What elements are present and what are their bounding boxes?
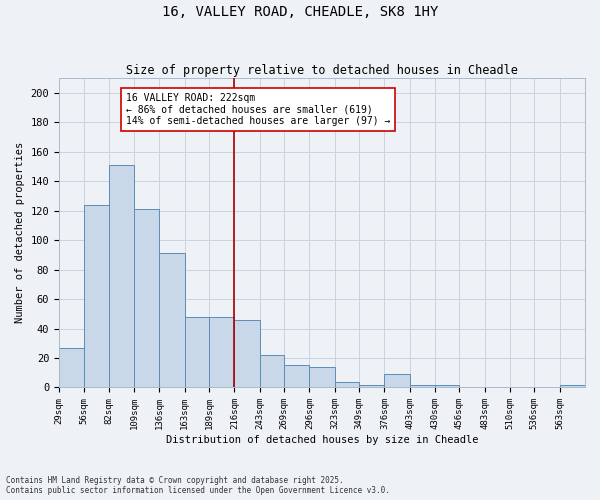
Bar [560, 384, 585, 388]
Text: 16 VALLEY ROAD: 222sqm
← 86% of detached houses are smaller (619)
14% of semi-de: 16 VALLEY ROAD: 222sqm ← 86% of detached… [125, 93, 390, 126]
Bar [335, 382, 359, 388]
Title: Size of property relative to detached houses in Cheadle: Size of property relative to detached ho… [126, 64, 518, 77]
Bar [235, 320, 260, 388]
Bar [260, 355, 284, 388]
Bar [209, 317, 235, 388]
Bar [359, 384, 385, 388]
Bar [134, 210, 160, 388]
Text: 16, VALLEY ROAD, CHEADLE, SK8 1HY: 16, VALLEY ROAD, CHEADLE, SK8 1HY [162, 5, 438, 19]
Bar [284, 366, 310, 388]
Y-axis label: Number of detached properties: Number of detached properties [15, 142, 25, 324]
Bar [185, 317, 209, 388]
Bar [435, 384, 460, 388]
Bar [385, 374, 410, 388]
Bar [109, 165, 134, 388]
Bar [310, 367, 335, 388]
Bar [85, 205, 109, 388]
X-axis label: Distribution of detached houses by size in Cheadle: Distribution of detached houses by size … [166, 435, 478, 445]
Bar [410, 384, 435, 388]
Text: Contains HM Land Registry data © Crown copyright and database right 2025.
Contai: Contains HM Land Registry data © Crown c… [6, 476, 390, 495]
Bar [160, 254, 185, 388]
Bar [59, 348, 85, 388]
